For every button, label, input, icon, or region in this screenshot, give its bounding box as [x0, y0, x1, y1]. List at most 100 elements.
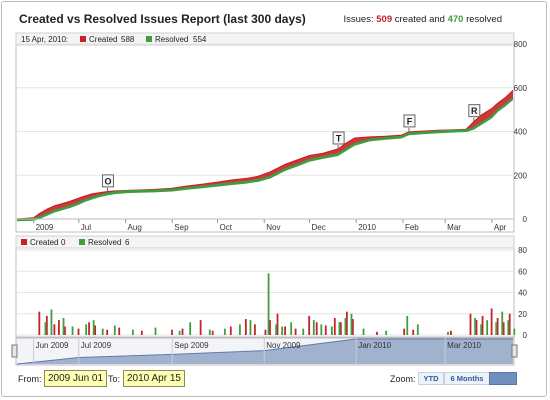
created-bar [308, 315, 311, 335]
created-bar [244, 319, 247, 335]
created-count: 509 [376, 14, 393, 25]
created-bar [475, 320, 478, 335]
event-flags: O T F R [101, 104, 481, 192]
created-bar [496, 318, 499, 335]
cumulative-legend-bar [15, 32, 515, 46]
created-bar [38, 311, 41, 335]
to-date-input[interactable]: 2010 Apr 15 [123, 370, 185, 387]
navigator-x-tick-label: Jun 2009 [36, 341, 69, 350]
flag-letter: F [407, 116, 413, 126]
created-bar [229, 326, 232, 335]
cumulative-x-tick-label: Oct [220, 223, 233, 232]
top-legend-resolved-value: 554 [193, 35, 207, 44]
created-bar [345, 311, 348, 335]
cumulative-y-tick-label: 200 [514, 171, 528, 180]
created-bar [171, 329, 173, 335]
zoom-ytd-button[interactable]: YTD [418, 372, 444, 385]
resolved-bar [50, 309, 53, 335]
zoom-6-months-button[interactable]: 6 Months [444, 372, 490, 385]
resolved-bar [131, 329, 134, 335]
created-bar [294, 328, 297, 335]
zoom-max-button[interactable]: Max [489, 372, 517, 385]
created-bar [376, 331, 378, 335]
resolved-bar [480, 324, 483, 335]
resolved-bar [338, 322, 341, 335]
cumulative-x-axis: 2009 Jul Aug Sep Oct Nov Dec 2010 Feb Mar Apr [17, 218, 513, 232]
created-bar [412, 329, 415, 335]
resolved-bar [507, 320, 510, 335]
from-label: From: [18, 374, 42, 384]
resolved-bar [501, 311, 504, 335]
created-bar [211, 330, 214, 335]
issues-summary: Issues: 509 created and 470 resolved [344, 14, 503, 25]
cumulative-x-tick-label: Dec [311, 223, 325, 232]
bottom-legend-resolved-label: Resolved [88, 238, 121, 247]
resolved-bar [154, 327, 157, 335]
daily-panel [15, 235, 515, 338]
resolved-bar [513, 328, 516, 335]
issues-chart[interactable]: 15 Apr, 2010: Created 588 Resolved 554 O… [0, 0, 550, 370]
created-bar [58, 320, 60, 335]
cumulative-x-tick-label: Feb [405, 223, 419, 232]
resolved-bar [344, 318, 347, 335]
navigator-area [17, 339, 513, 364]
navigator-right-handle[interactable] [511, 344, 518, 358]
bottom-legend-created-value: 0 [61, 238, 66, 247]
resolved-bar [362, 328, 365, 335]
resolved-bar [281, 326, 284, 335]
created-bar [315, 322, 318, 335]
created-bar [94, 325, 96, 335]
resolved-bar [178, 330, 181, 335]
cumulative-y-tick-label: 600 [514, 84, 528, 93]
cumulative-y-axis: 0 200 400 600 800 [514, 40, 528, 224]
resolved-bar [71, 326, 74, 335]
created-bar [254, 324, 256, 335]
resolved-legend-swatch [146, 36, 152, 42]
cumulative-x-tick-label: Jul [81, 223, 91, 232]
daily-y-tick-label: 80 [518, 246, 527, 255]
created-bar [269, 320, 271, 335]
cumulative-series [16, 89, 514, 222]
navigator-left-handle[interactable] [11, 344, 18, 358]
resolved-bar [44, 322, 47, 335]
cumulative-y-tick-label: 400 [514, 128, 528, 137]
resolved-bar [486, 320, 489, 335]
from-date-input[interactable]: 2009 Jun 01 [44, 370, 108, 387]
cumulative-x-tick-label: Nov [266, 223, 280, 232]
resolved-bar [406, 315, 409, 335]
resolved-bar [249, 320, 252, 335]
cumulative-x-tick-label: Apr [494, 223, 507, 232]
created-resolved-gap-area [17, 90, 513, 219]
cumulative-x-tick-label: Mar [447, 223, 461, 232]
daily-y-tick-label: 40 [518, 289, 527, 298]
created-bar [403, 328, 406, 335]
created-bar [284, 326, 286, 335]
bottom-legend-resolved-value: 6 [125, 238, 130, 247]
created-bar [449, 330, 452, 335]
navigator-x-tick-label: Jan 2010 [358, 341, 391, 350]
flag-marker-f [403, 114, 416, 128]
zoom-label: Zoom: [390, 374, 416, 384]
resolved-bar [495, 322, 498, 335]
created-bar [77, 328, 80, 335]
resolved-bar [239, 324, 241, 335]
navigator-x-tick-label: Jul 2009 [81, 341, 112, 350]
resolved-bar [223, 328, 226, 335]
flag-marker-r [468, 104, 481, 118]
resolved-bar [290, 322, 293, 335]
daily-y-tick-label: 0 [523, 331, 528, 340]
navigator-x-axis: Jun 2009 Jul 2009 Sep 2009 Nov 2009 Jan 2010… [33, 338, 482, 365]
navigator-x-tick-label: Nov 2009 [266, 341, 301, 350]
cumulative-x-tick-label: Aug [128, 223, 142, 232]
resolved-bar [447, 331, 449, 335]
resolved-bar [189, 322, 192, 335]
resolved-bar [474, 318, 477, 335]
top-legend-resolved-label: Resolved [155, 35, 188, 44]
resolved-bar [330, 326, 333, 335]
created-bar [53, 324, 56, 335]
top-legend-created-value: 588 [121, 35, 135, 44]
created-bar [88, 322, 90, 335]
created-bar [469, 313, 472, 335]
created-bar [181, 328, 184, 335]
resolved-series-band [17, 97, 513, 222]
